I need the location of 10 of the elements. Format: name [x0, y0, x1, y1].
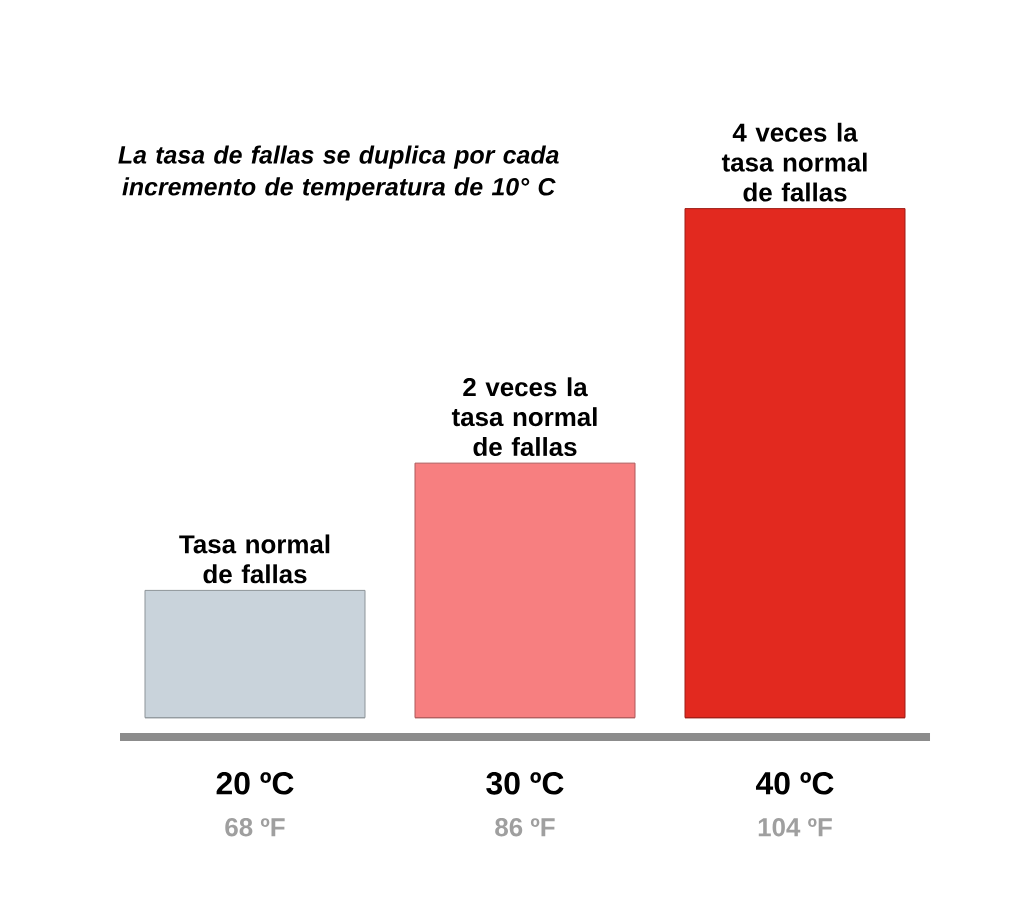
data-label: Tasa normal de fallas: [179, 534, 330, 584]
x-tick-label: 30 ºC: [486, 772, 564, 795]
chart-title: La tasa de fallas se duplica por cada incremento de temperatura de 10° C: [118, 145, 559, 201]
text: 86 ºF: [495, 818, 555, 837]
data-label: 2 veces la tasa normal de fallas: [451, 377, 597, 457]
text: 68 ºF: [225, 818, 285, 837]
data-label: 4 veces la tasa normal de fallas: [721, 122, 867, 202]
text: 104 ºF: [758, 818, 832, 837]
x-tick-label: 20 ºC: [216, 772, 294, 795]
x-tick-label: 40 ºC: [755, 772, 834, 795]
